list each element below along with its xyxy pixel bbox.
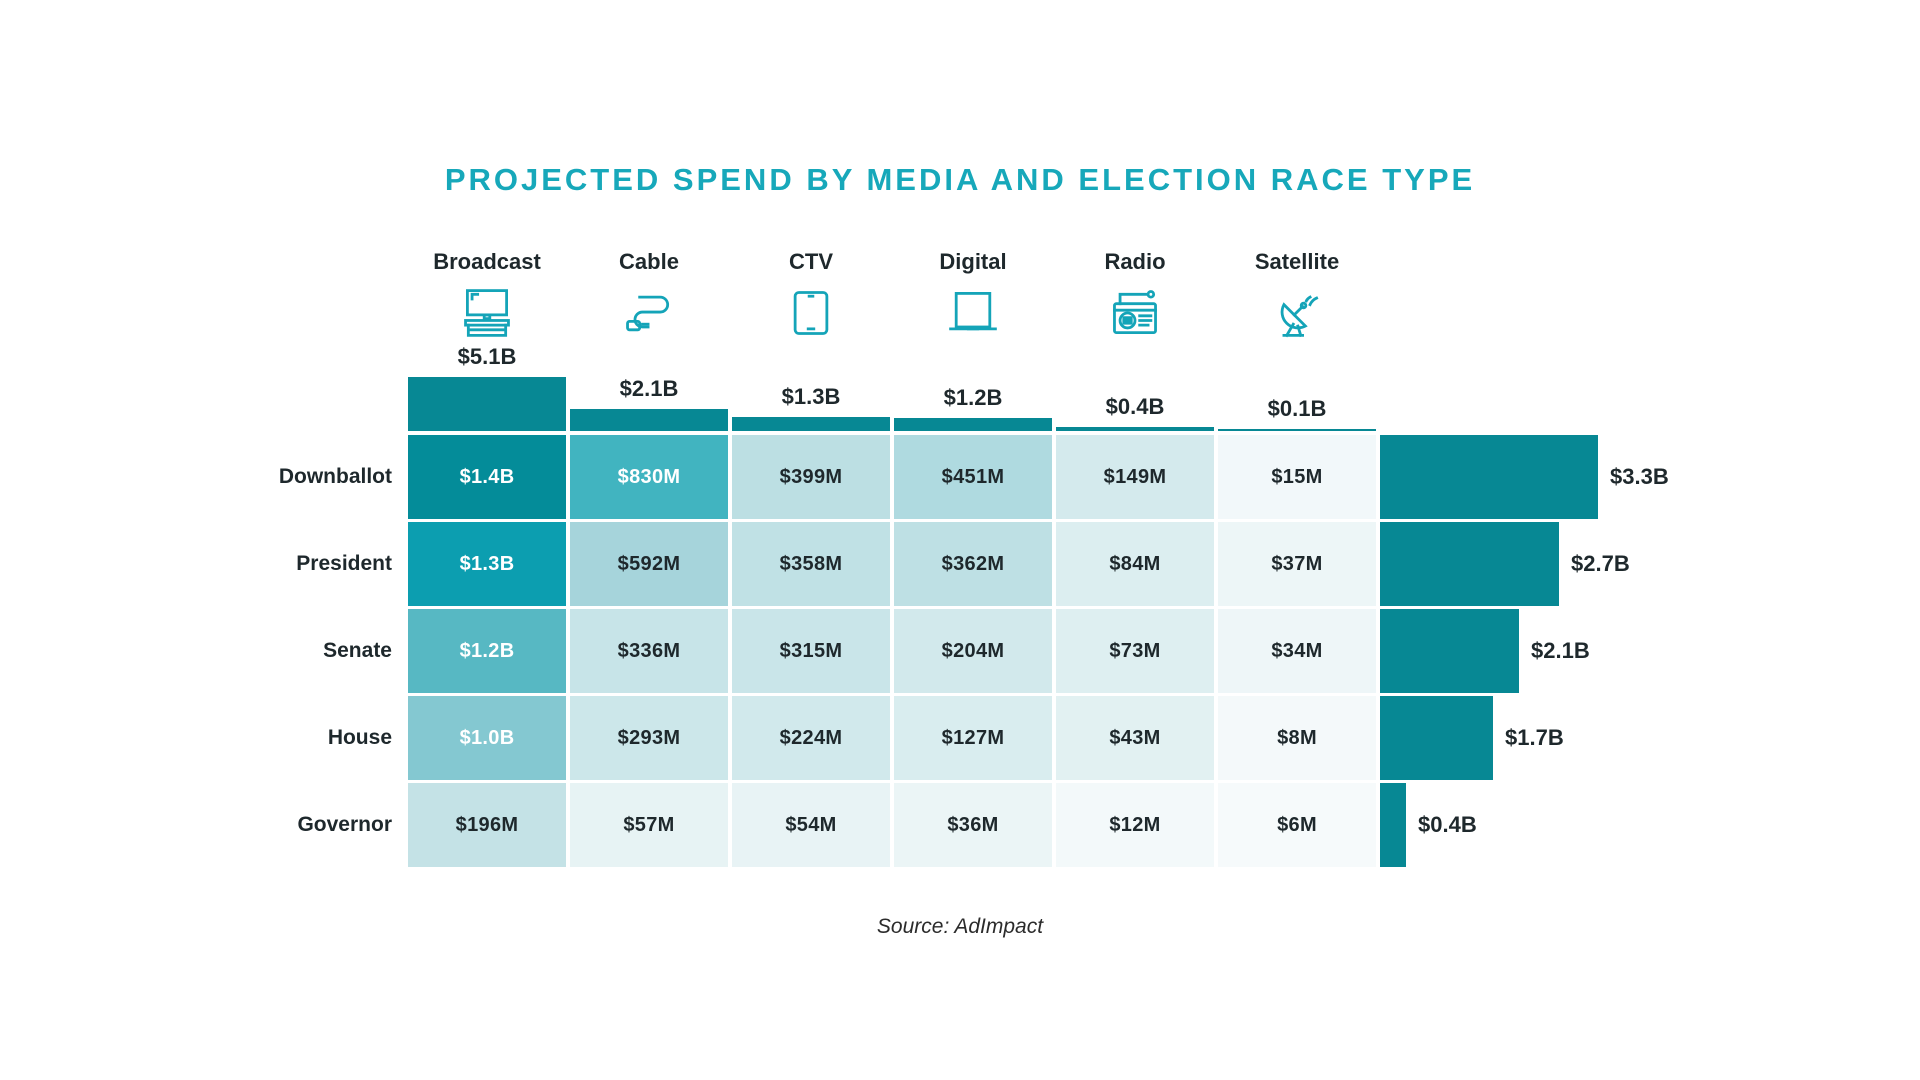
column-total-label: $0.4B bbox=[1105, 394, 1165, 419]
column-total-bar bbox=[1218, 429, 1376, 431]
heatmap-cell: $73M bbox=[1056, 609, 1214, 693]
row-total-label: $3.3B bbox=[1610, 464, 1669, 489]
row-label-house: House bbox=[327, 726, 392, 749]
heatmap-cell: $204M bbox=[894, 609, 1052, 693]
heatmap-cell: $54M bbox=[732, 783, 890, 867]
column-total-bar bbox=[408, 377, 566, 431]
heatmap-cell: $399M bbox=[732, 435, 890, 519]
heatmap-cell: $1.3B bbox=[408, 522, 566, 606]
page-title: PROJECTED SPEND BY MEDIA AND ELECTION RA… bbox=[444, 162, 1476, 197]
heatmap-cell: $196M bbox=[408, 783, 566, 867]
column-header-satellite: Satellite bbox=[1254, 249, 1340, 274]
row-total-bar bbox=[1380, 696, 1493, 780]
heatmap-cell: $43M bbox=[1056, 696, 1214, 780]
row-total-bar bbox=[1380, 522, 1559, 606]
heatmap-cell: $293M bbox=[570, 696, 728, 780]
column-total-label: $1.2B bbox=[943, 385, 1003, 410]
column-total-bar bbox=[1056, 427, 1214, 431]
heatmap-cell: $12M bbox=[1056, 783, 1214, 867]
heatmap-cell: $6M bbox=[1218, 783, 1376, 867]
ctv-screen-icon bbox=[783, 285, 839, 341]
heatmap-cell: $362M bbox=[894, 522, 1052, 606]
heatmap-cell: $830M bbox=[570, 435, 728, 519]
row-total-label: $2.1B bbox=[1531, 638, 1590, 663]
row-total-label: $0.4B bbox=[1418, 812, 1477, 837]
row-label-senate: Senate bbox=[323, 639, 392, 662]
heatmap-cell: $224M bbox=[732, 696, 890, 780]
cable-cord-icon bbox=[621, 285, 677, 341]
heatmap-cell: $1.0B bbox=[408, 696, 566, 780]
column-header-broadcast: Broadcast bbox=[433, 249, 541, 274]
column-total-bar bbox=[732, 417, 890, 431]
column-total-label: $5.1B bbox=[457, 344, 517, 369]
heatmap-cell: $37M bbox=[1218, 522, 1376, 606]
row-total-bar bbox=[1380, 435, 1598, 519]
radio-icon bbox=[1107, 285, 1163, 341]
laptop-icon bbox=[945, 285, 1001, 341]
heatmap-cell: $34M bbox=[1218, 609, 1376, 693]
column-total-label: $0.1B bbox=[1267, 396, 1327, 421]
row-total-bar bbox=[1380, 783, 1406, 867]
heatmap-cell: $57M bbox=[570, 783, 728, 867]
row-total-label: $1.7B bbox=[1505, 725, 1564, 750]
column-total-label: $1.3B bbox=[781, 384, 841, 409]
row-total-bar bbox=[1380, 609, 1519, 693]
heatmap-cell: $127M bbox=[894, 696, 1052, 780]
column-total-bar bbox=[570, 409, 728, 431]
column-total-bar bbox=[894, 418, 1052, 431]
heatmap-cell: $36M bbox=[894, 783, 1052, 867]
column-header-digital: Digital bbox=[939, 249, 1007, 274]
column-header-radio: Radio bbox=[1104, 249, 1166, 274]
row-label-president: President bbox=[296, 552, 392, 575]
column-header-ctv: CTV bbox=[789, 249, 833, 274]
satellite-dish-icon bbox=[1269, 285, 1325, 341]
heatmap-cell: $1.4B bbox=[408, 435, 566, 519]
column-header-cable: Cable bbox=[619, 249, 679, 274]
broadcast-tv-icon bbox=[459, 285, 515, 341]
heatmap-cell: $8M bbox=[1218, 696, 1376, 780]
heatmap-cell: $358M bbox=[732, 522, 890, 606]
heatmap-cell: $15M bbox=[1218, 435, 1376, 519]
heatmap-cell: $592M bbox=[570, 522, 728, 606]
heatmap-cell: $336M bbox=[570, 609, 728, 693]
row-label-downballot: Downballot bbox=[278, 465, 392, 488]
heatmap-cell: $84M bbox=[1056, 522, 1214, 606]
heatmap-cell: $149M bbox=[1056, 435, 1214, 519]
row-total-label: $2.7B bbox=[1571, 551, 1630, 576]
heatmap-cell: $451M bbox=[894, 435, 1052, 519]
row-label-governor: Governor bbox=[297, 813, 392, 836]
source-caption: Source: AdImpact bbox=[876, 915, 1044, 938]
heatmap-cell: $315M bbox=[732, 609, 890, 693]
heatmap-cell: $1.2B bbox=[408, 609, 566, 693]
column-total-label: $2.1B bbox=[619, 376, 679, 401]
